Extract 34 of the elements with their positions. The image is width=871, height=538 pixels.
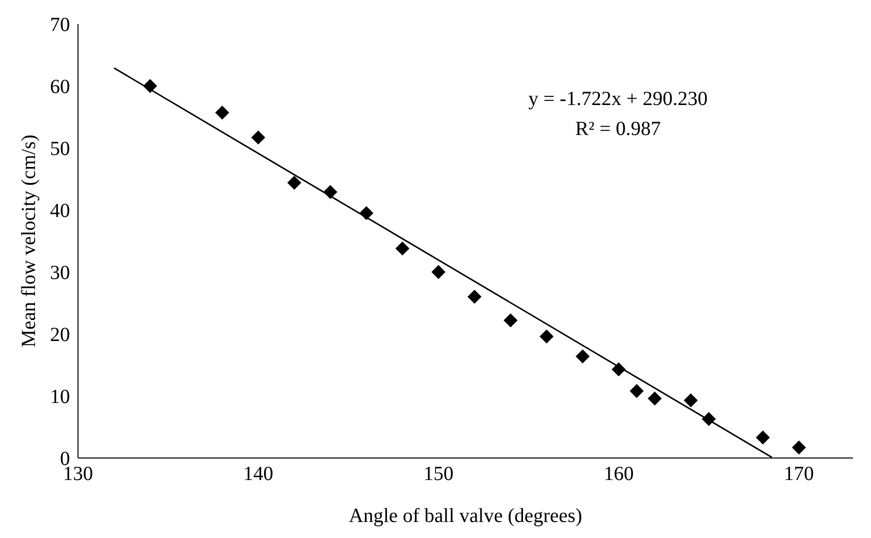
y-tick-label: 70: [50, 14, 70, 36]
point: [648, 391, 662, 406]
point: [143, 79, 158, 93]
point: [468, 290, 482, 304]
point: [792, 440, 806, 454]
y-tick-label: 50: [50, 138, 70, 160]
point: [323, 185, 338, 200]
y-tick-label: 10: [50, 386, 70, 408]
point: [684, 393, 698, 408]
point: [395, 241, 410, 256]
point: [702, 412, 716, 426]
y-tick-label: 30: [50, 262, 70, 284]
point: [287, 176, 302, 190]
y-tick-label: 60: [50, 76, 70, 98]
x-tick-label: 170: [784, 463, 814, 486]
point: [630, 384, 644, 398]
point: [540, 329, 554, 344]
point: [251, 130, 266, 144]
point: [612, 362, 626, 376]
point: [215, 106, 230, 120]
x-tick-label: 150: [423, 463, 454, 486]
point: [576, 349, 590, 364]
x-tick-label: 140: [243, 463, 274, 486]
y-tick-label: 40: [50, 200, 70, 222]
x-tick-label: 160: [604, 463, 634, 486]
point: [756, 430, 770, 445]
point: [431, 265, 446, 279]
point: [359, 206, 374, 220]
x-axis-title: Angle of ball valve (degrees): [348, 505, 582, 528]
annotation: R² = 0.987: [574, 118, 662, 141]
annotation: y = -1.722x + 290.230: [527, 88, 709, 111]
y-tick-label: 20: [50, 324, 70, 346]
y-axis-title: Mean flow velocity (cm/s): [18, 134, 40, 348]
point: [504, 313, 518, 328]
